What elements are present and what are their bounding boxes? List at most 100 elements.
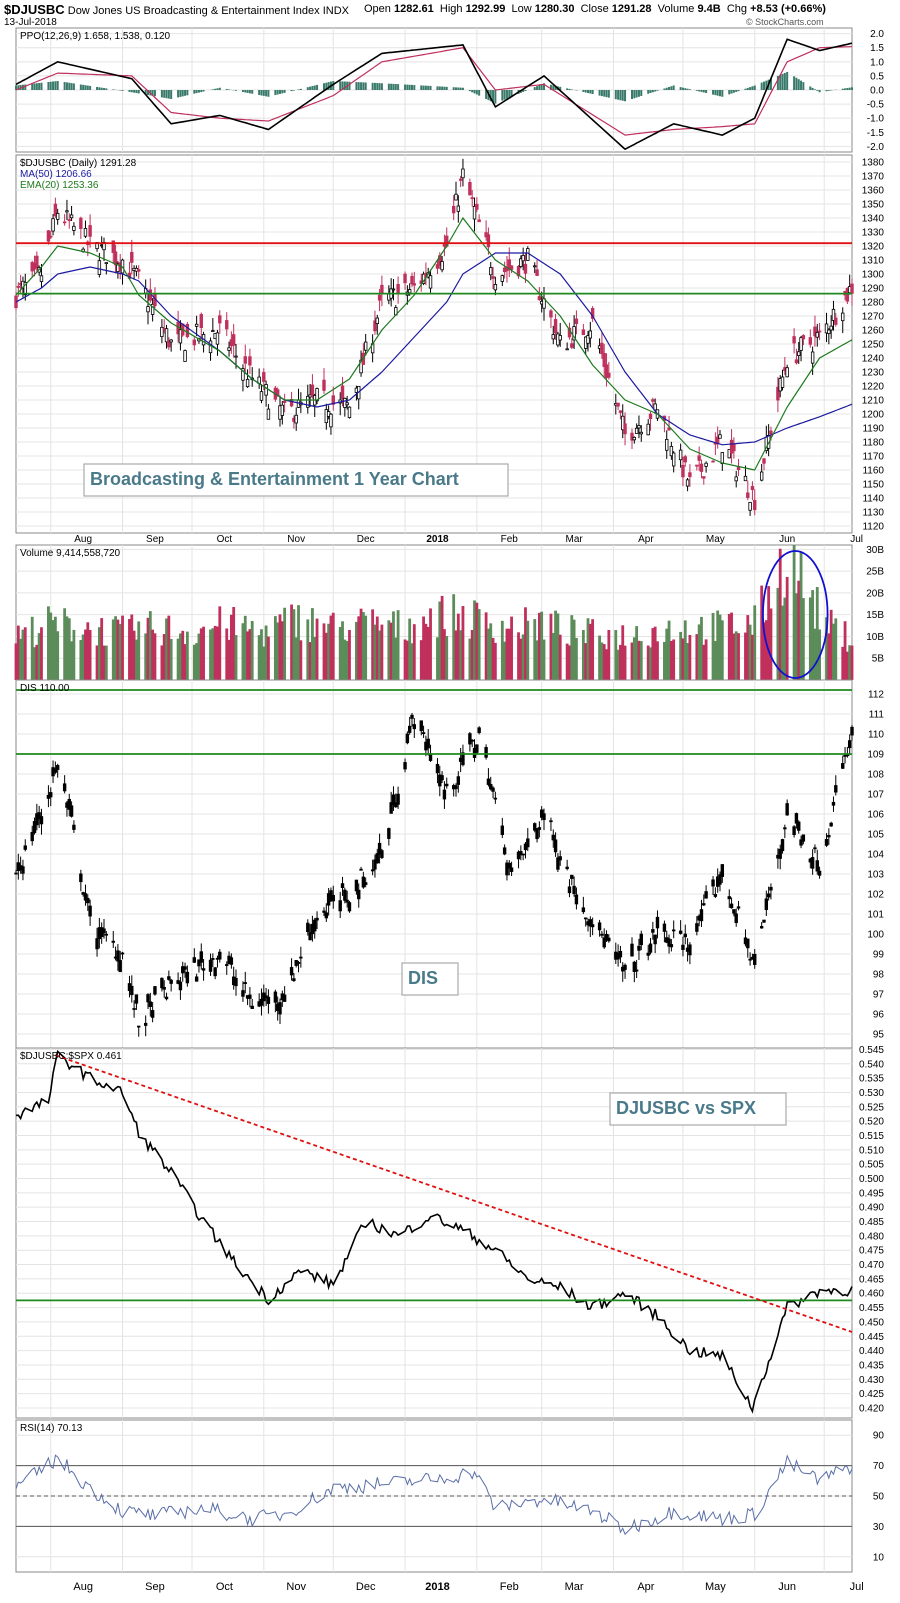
volume-bar bbox=[785, 576, 789, 680]
volume-bar bbox=[600, 642, 604, 680]
candle-body bbox=[729, 903, 734, 909]
histogram-bar bbox=[797, 79, 800, 90]
volume-bar bbox=[445, 636, 449, 680]
histogram-bar bbox=[427, 85, 430, 90]
histogram-bar bbox=[195, 90, 198, 94]
histogram-bar bbox=[631, 90, 633, 100]
histogram-bar bbox=[348, 81, 351, 90]
candle-body bbox=[718, 874, 722, 885]
volume-bar bbox=[273, 616, 277, 680]
histogram-bar bbox=[441, 86, 444, 90]
histogram-bar bbox=[848, 87, 851, 90]
histogram-bar bbox=[536, 86, 539, 90]
candle-body bbox=[727, 896, 731, 900]
volume-bar bbox=[267, 636, 270, 680]
histogram-bar bbox=[793, 76, 796, 90]
candle-body bbox=[164, 328, 169, 343]
histogram-bar bbox=[760, 82, 763, 90]
candle-body bbox=[160, 977, 164, 989]
candle-body bbox=[294, 414, 298, 424]
candle-body bbox=[695, 923, 699, 932]
histogram-bar bbox=[84, 85, 87, 90]
candle-body bbox=[572, 885, 576, 894]
volume-bar bbox=[829, 609, 833, 680]
candle-body bbox=[113, 251, 118, 266]
candle-body bbox=[831, 801, 836, 806]
y-tick-label: 98 bbox=[873, 970, 885, 981]
histogram-bar bbox=[816, 90, 819, 91]
volume-bar bbox=[135, 639, 138, 680]
candle-body bbox=[234, 355, 238, 358]
y-tick-label: 1340 bbox=[862, 214, 885, 225]
volume-highlight-ellipse bbox=[762, 550, 829, 679]
candle-body bbox=[537, 827, 542, 830]
histogram-bar bbox=[538, 85, 541, 90]
volume-bar bbox=[183, 644, 187, 680]
volume-bar bbox=[181, 630, 185, 680]
histogram-bar bbox=[153, 90, 156, 97]
candle-body bbox=[37, 812, 41, 820]
candle-body bbox=[137, 269, 141, 272]
volume-bar bbox=[227, 639, 231, 680]
volume-bar bbox=[153, 633, 157, 680]
candle-body bbox=[331, 895, 335, 902]
histogram-bar bbox=[17, 85, 20, 90]
candle-body bbox=[769, 886, 773, 891]
histogram-bar bbox=[429, 85, 432, 90]
histogram-bar bbox=[31, 83, 34, 90]
candle-body bbox=[630, 432, 634, 441]
volume-bar bbox=[845, 651, 849, 680]
candle-body bbox=[732, 909, 736, 914]
volume-bar bbox=[519, 638, 523, 680]
volume-bar bbox=[554, 610, 557, 680]
volume-bar bbox=[493, 642, 497, 680]
candle-body bbox=[347, 406, 352, 419]
y-tick-label: 0.500 bbox=[859, 1174, 884, 1185]
histogram-bar bbox=[533, 87, 536, 90]
volume-bar bbox=[510, 616, 513, 680]
candle-body bbox=[218, 951, 222, 960]
y-tick-label: 1380 bbox=[862, 158, 885, 169]
candle-body bbox=[435, 763, 440, 774]
volume-bar bbox=[70, 641, 73, 680]
close-value: 1291.28 bbox=[611, 3, 652, 15]
volume-bar bbox=[313, 636, 317, 680]
volume-bar bbox=[778, 548, 782, 680]
candle-body bbox=[148, 1001, 153, 1007]
histogram-bar bbox=[332, 80, 335, 90]
y-tick-label: 1360 bbox=[862, 186, 885, 197]
volume-bar bbox=[151, 629, 155, 680]
volume-value: 9.4B bbox=[697, 3, 721, 15]
volume-bar bbox=[53, 616, 57, 680]
candle-body bbox=[671, 452, 676, 467]
candle-body bbox=[590, 924, 595, 928]
histogram-bar bbox=[311, 86, 314, 90]
histogram-bar bbox=[290, 90, 293, 92]
candle-body bbox=[211, 958, 215, 960]
volume-bar bbox=[213, 625, 217, 680]
candle-body bbox=[146, 994, 150, 1003]
histogram-bar bbox=[378, 83, 381, 90]
x-tick-label: Feb bbox=[501, 534, 519, 545]
histogram-bar bbox=[617, 90, 620, 100]
volume-bar bbox=[568, 645, 571, 680]
histogram-bar bbox=[235, 90, 237, 91]
chart-annotation: Broadcasting & Entertainment 1 Year Char… bbox=[83, 463, 509, 497]
candle-body bbox=[241, 368, 245, 381]
y-tick-label: 1160 bbox=[862, 466, 884, 477]
volume-bar bbox=[605, 649, 608, 680]
candle-body bbox=[359, 359, 363, 374]
histogram-bar bbox=[130, 90, 133, 93]
histogram-bar bbox=[96, 86, 99, 90]
candle-body bbox=[405, 733, 410, 744]
histogram-bar bbox=[605, 90, 608, 98]
candle-body bbox=[831, 308, 836, 321]
volume-bar bbox=[468, 638, 472, 680]
volume-bar bbox=[375, 616, 379, 680]
y-tick-label: 0.545 bbox=[859, 1045, 884, 1056]
volume-bar bbox=[422, 616, 425, 680]
candle-body bbox=[516, 266, 521, 277]
legend-text: MA(50) 1206.66 bbox=[20, 169, 92, 180]
candle-body bbox=[623, 423, 627, 435]
volume-bar bbox=[669, 640, 673, 680]
